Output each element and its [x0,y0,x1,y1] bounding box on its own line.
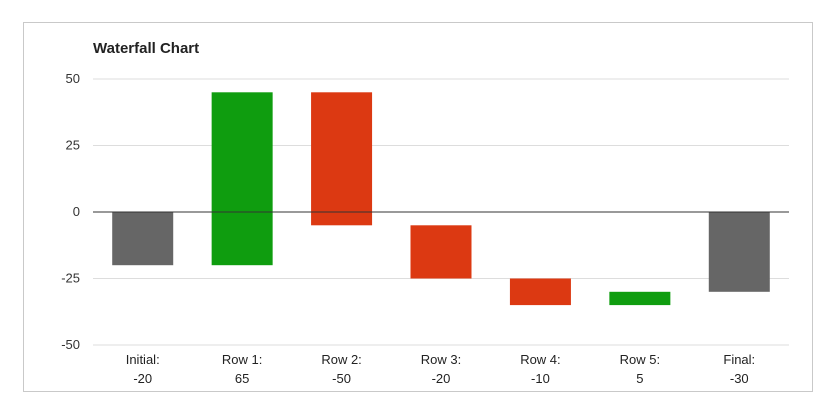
x-value-label: -20 [133,371,152,386]
chart-frame [23,22,813,392]
y-tick-label: -25 [61,271,80,286]
x-category-label: Row 1: [222,352,262,367]
y-tick-label: 50 [66,71,80,86]
y-tick-label: 0 [73,204,80,219]
waterfall-bar-decrease [509,278,571,306]
x-category-label: Final: [723,352,755,367]
x-value-label: 5 [636,371,643,386]
waterfall-bar-increase [211,92,273,266]
waterfall-bar-increase [609,291,671,306]
chart-title: Waterfall Chart [93,40,200,57]
waterfall-bar-decrease [410,225,472,279]
waterfall-bar-decrease [311,92,373,226]
y-tick-label: 25 [66,138,80,153]
waterfall-bar-total [708,212,770,292]
waterfall-bar-total [112,212,174,266]
x-category-label: Row 4: [520,352,560,367]
y-tick-label: -50 [61,337,80,352]
x-category-label: Row 5: [620,352,660,367]
x-value-label: -20 [432,371,451,386]
x-value-label: -50 [332,371,351,386]
x-category-label: Row 3: [421,352,461,367]
x-value-label: -10 [531,371,550,386]
x-value-label: 65 [235,371,249,386]
x-category-label: Row 2: [321,352,361,367]
x-value-label: -30 [730,371,749,386]
x-category-label: Initial: [126,352,160,367]
